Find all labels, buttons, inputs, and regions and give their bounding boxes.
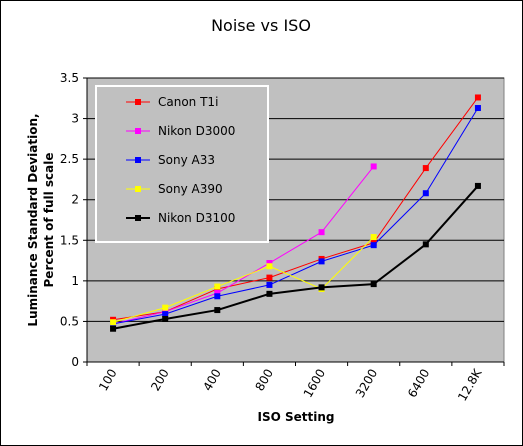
data-point	[162, 311, 169, 318]
legend-marker	[135, 99, 141, 105]
data-point	[422, 165, 429, 172]
y-tick-label: 2	[71, 193, 79, 207]
y-axis-label-line-1: Luminance Standard Deviation,	[26, 113, 40, 326]
data-point	[214, 293, 221, 300]
y-tick-labels: 0 0.5 1 1.5 2 2.5 3 3.5	[60, 71, 87, 369]
legend-item: Nikon D3100	[126, 211, 235, 225]
x-axis-label: ISO Setting	[258, 410, 335, 424]
legend-label: Sony A33	[158, 153, 215, 167]
data-point	[474, 94, 481, 101]
data-point	[266, 263, 273, 270]
data-point	[214, 283, 221, 290]
series-nikon-d3100	[110, 182, 481, 332]
legend-item: Sony A33	[126, 153, 215, 167]
data-point	[162, 304, 169, 311]
legend-item: Nikon D3000	[126, 124, 235, 138]
series-line	[112, 97, 479, 321]
data-point	[110, 319, 117, 326]
y-tick-label: 1	[71, 274, 79, 288]
data-point	[370, 281, 377, 288]
y-tick-label: 1.5	[60, 233, 79, 247]
data-point	[318, 284, 325, 291]
legend-label: Canon T1i	[158, 95, 218, 109]
data-point	[318, 258, 325, 265]
legend-marker	[135, 186, 141, 192]
series-line	[112, 236, 375, 323]
legend-label: Sony A390	[158, 182, 223, 196]
series-lines	[110, 94, 481, 332]
legend-item: Canon T1i	[126, 95, 218, 109]
legend-marker	[135, 157, 141, 163]
data-point	[370, 242, 377, 249]
data-point	[474, 105, 481, 112]
legend: Canon T1i Nikon D3000 Sony A33 Sony A390 Nik…	[126, 95, 235, 225]
data-point	[110, 325, 117, 332]
legend-marker	[135, 215, 141, 221]
data-point	[266, 290, 273, 297]
data-point	[214, 290, 221, 297]
data-point	[214, 307, 221, 314]
y-tick-label: 0.5	[60, 314, 79, 328]
data-point	[474, 182, 481, 189]
legend-label: Nikon D3000	[158, 124, 235, 138]
y-tick-label: 3.5	[60, 71, 79, 85]
legend-box	[95, 85, 269, 243]
series-line	[112, 185, 479, 330]
data-point	[422, 241, 429, 248]
chart-title: Noise vs ISO	[211, 16, 311, 35]
data-point	[370, 234, 377, 241]
y-tick-label: 0	[71, 355, 79, 369]
data-point	[162, 315, 169, 322]
data-point	[266, 274, 273, 281]
y-tick-label: 2.5	[60, 152, 79, 166]
data-point	[370, 163, 377, 170]
data-point	[266, 260, 273, 267]
y-axis-label-line-2: Percent of full scale	[42, 153, 56, 288]
legend-item: Sony A390	[126, 182, 223, 196]
data-point	[266, 281, 273, 288]
legend-label: Nikon D3100	[158, 211, 235, 225]
y-tick-label: 3	[71, 112, 79, 126]
data-point	[422, 190, 429, 197]
legend-marker	[135, 128, 141, 134]
series-line	[112, 166, 375, 325]
data-point	[318, 229, 325, 236]
series-line	[112, 107, 479, 325]
